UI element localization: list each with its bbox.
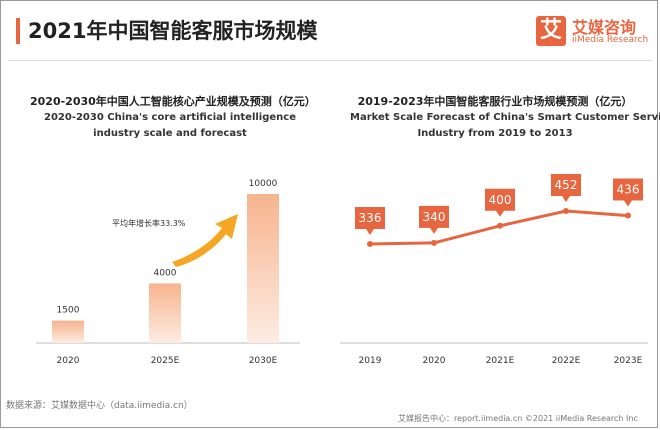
right-point-value: 400 [489,193,512,207]
growth-rate-label: 平均年增长率33.3% [112,218,186,228]
right-value-callout [485,188,515,217]
left-bar-chart: 1500 2020 4000 2025E 10000 2030E 平均年增长率33.3% [36,179,300,366]
left-chart-title-cn: 2020-2030年中国人工智能核心产业规模及预测（亿元） [30,95,316,108]
right-value-callout [551,174,581,202]
left-bar [247,194,279,343]
left-category-label: 2020 [57,356,80,366]
title-accent-bar [16,18,20,44]
right-data-point [367,241,373,247]
page-title: 2021年中国智能客服市场规模 [28,19,318,43]
right-data-point [497,222,503,229]
right-value-callout [355,207,385,235]
left-bar-value: 1500 [57,306,80,316]
right-data-point [431,239,437,246]
left-category-label: 2030E [249,356,278,366]
right-category-label: 2020 [423,356,446,366]
left-bar [52,320,84,343]
right-chart-title: 2019-2023年中国智能客服行业市场规模预测（亿元） Market Scal… [350,94,660,142]
right-point-value: 436 [617,183,640,197]
left-chart-title-en-1: 2020-2030 China's core artificial intell… [43,112,296,123]
left-bar-value: 10000 [249,179,278,189]
right-line-chart: 336 2019 340 2020 400 2021E 452 2022E 436 2023E [340,174,648,366]
data-source-note: 数据来源：艾媒数据中心（data.iimedia.cn） [6,401,193,411]
left-chart-title-en-2: industry scale and forecast [93,128,247,139]
right-data-point [563,208,569,214]
left-category-label: 2025E [151,356,180,366]
report-credit: 艾媒报告中心：report.iimedia.cn ©2021 iiMedia R… [398,414,638,423]
right-point-value: 340 [423,210,446,224]
right-value-callout [419,205,449,234]
header-divider [8,60,652,61]
growth-arrow-icon [172,214,238,267]
logo-text-cn: 艾媒咨询 [572,18,637,37]
right-category-label: 2022E [552,356,581,366]
right-point-value: 452 [555,178,578,192]
left-bar [149,283,181,343]
right-chart-title-en-2: Industry from 2019 to 2013 [417,128,573,139]
left-chart-title: 2020-2030年中国人工智能核心产业规模及预测（亿元） 2020-2030 … [30,94,316,142]
right-category-label: 2021E [486,356,515,366]
right-chart-title-cn: 2019-2023年中国智能客服行业市场规模预测（亿元） [357,95,633,108]
right-data-point [625,212,631,219]
right-point-value: 336 [359,211,382,225]
left-bar-value: 4000 [154,268,177,278]
right-value-callout [613,178,643,207]
logo-icon: 艾 [536,16,566,46]
right-category-label: 2023E [614,356,643,366]
right-category-label: 2019 [359,356,382,366]
logo-text-en: iiMedia Research [572,35,649,45]
right-chart-title-en-1: Market Scale Forecast of China's Smart C… [350,112,660,123]
